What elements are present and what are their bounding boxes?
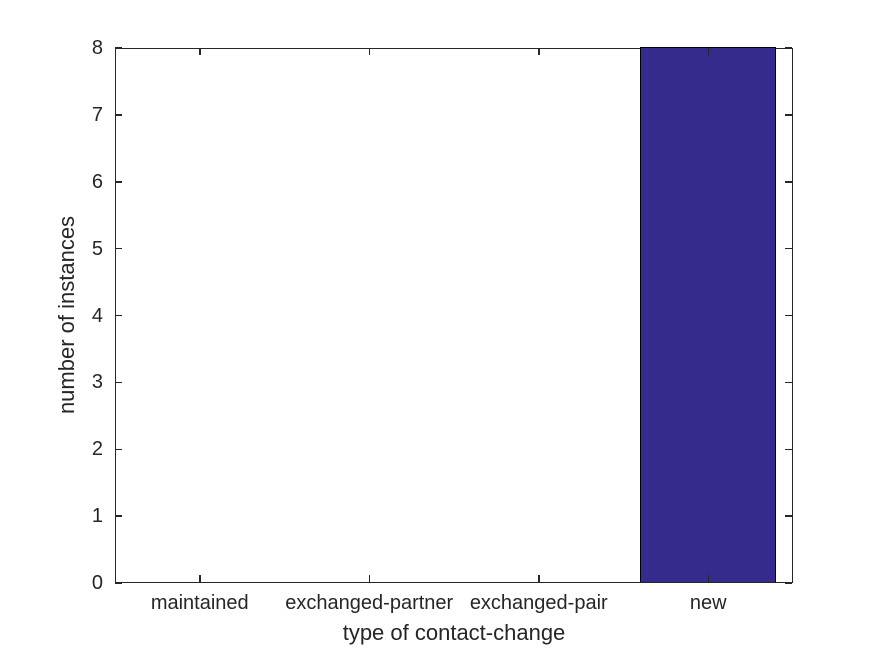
x-tick-label: new [689,592,727,614]
y-tick-label: 5 [91,237,103,260]
x-tick-mark [707,574,709,582]
y-tick-mark [115,47,122,49]
x-tick-mark [368,574,370,582]
y-tick-label: 2 [91,438,103,461]
bar-new [639,47,776,582]
y-tick-mark [784,47,792,49]
y-tick-label: 1 [91,505,103,528]
y-tick-mark [784,181,792,183]
y-tick-label: 4 [91,304,103,327]
x-tick-mark [368,48,370,55]
x-tick-mark [538,48,540,55]
x-axis-label: type of contact-change [342,620,566,645]
x-tick-label: maintained [150,592,249,614]
y-tick-mark [115,114,122,116]
y-tick-mark [115,448,122,450]
y-tick-label: 0 [91,572,103,594]
y-tick-label: 3 [91,371,103,394]
y-tick-mark [784,515,792,517]
x-tick-label: exchanged-pair [469,592,608,614]
y-tick-label: 6 [91,170,103,193]
y-tick-mark [784,381,792,384]
y-tick-label: 7 [91,103,103,126]
x-tick-mark [199,574,201,582]
plot-area [115,47,793,583]
x-tick-mark [538,574,540,582]
y-tick-mark [115,314,122,317]
y-tick-mark [115,515,122,517]
y-tick-mark [115,181,122,183]
y-tick-mark [115,247,122,250]
x-tick-label: exchanged-partner [285,592,454,614]
x-tick-mark [707,48,709,55]
y-tick-mark [784,247,792,250]
y-tick-mark [115,582,122,584]
y-tick-mark [115,381,122,384]
x-tick-mark [199,48,201,55]
y-tick-mark [784,114,792,116]
y-tick-label: 8 [91,37,103,59]
y-tick-mark [784,582,792,584]
y-tick-mark [784,448,792,450]
y-tick-mark [784,314,792,317]
